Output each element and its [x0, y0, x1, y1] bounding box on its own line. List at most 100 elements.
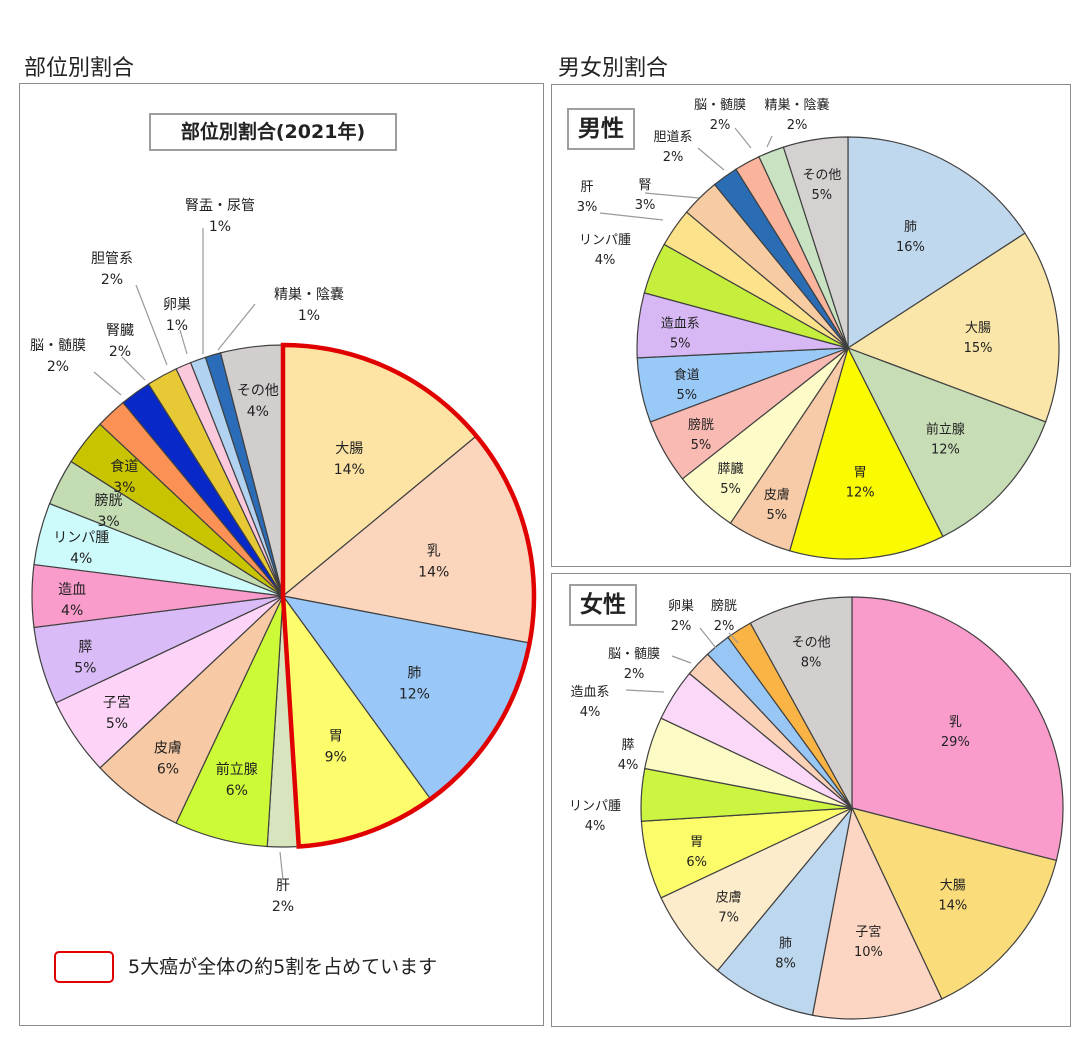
slice-percent-liver: 2% — [272, 899, 294, 915]
slice-label-colon: 大腸 — [965, 321, 991, 336]
slice-label-bladder: 膀胱 — [95, 492, 123, 509]
slice-percent-ovary: 1% — [166, 318, 188, 334]
slice-label-skin: 皮膚 — [154, 740, 182, 756]
slice-other — [782, 136, 849, 349]
slice-label-colon: 大腸 — [940, 878, 966, 893]
slice-label-bladder: 膀胱 — [688, 417, 714, 433]
slice-percent-skin: 7% — [718, 911, 739, 926]
slice-label-bile-duct: 胆管系 — [91, 251, 133, 267]
slice-label-other: その他 — [792, 636, 831, 651]
slice-label-biliary: 胆道系 — [653, 130, 692, 145]
slice-label-skin: 皮膚 — [764, 487, 790, 503]
leader-line-ovary — [179, 329, 188, 355]
slice-label-lung: 肺 — [779, 936, 792, 951]
leader-line-testis-scrotum — [217, 303, 256, 351]
slice-percent-lymphoma: 4% — [70, 551, 92, 567]
slice-percent-brain-meninges: 2% — [710, 118, 731, 133]
leader-line-testis-scrotum — [766, 135, 773, 148]
slice-percent-testis-scrotum: 1% — [298, 308, 320, 324]
slice-percent-stomach: 9% — [325, 749, 347, 765]
male-chart-title: 男性 — [567, 108, 635, 150]
slice-percent-prostate: 12% — [931, 442, 960, 457]
pie-chart-0: 大腸 14% 乳 14% 肺 12% 胃 9% 肝 2% 前立腺 6% 皮膚 6% 子宮 5% 膵 5% 造血 4% リ… — [30, 198, 537, 915]
slice-percent-bile-duct: 2% — [101, 272, 123, 288]
slice-label-pancreas: 膵 — [621, 738, 634, 753]
slice-label-uterus: 子宮 — [855, 924, 881, 940]
slice-percent-bladder: 5% — [691, 438, 712, 453]
leader-line-kidney — [644, 192, 700, 199]
slice-label-prostate: 前立腺 — [926, 421, 965, 437]
slice-label-brain-meninges: 脳・髄膜 — [694, 98, 746, 113]
slice-label-esophagus: 食道 — [674, 367, 700, 383]
slice-label-kidney: 腎 — [638, 178, 651, 193]
slice-label-other: その他 — [237, 383, 279, 399]
slice-label-stomach: 胃 — [690, 835, 703, 850]
slice-label-pancreas: 膵臓 — [717, 462, 743, 477]
left-section-title: 部位別割合 — [24, 56, 135, 81]
slice-label-renal-pelvis-ureter: 腎盂・尿管 — [185, 198, 255, 214]
slice-percent-stomach: 12% — [846, 485, 875, 500]
slice-percent-breast: 14% — [418, 564, 449, 580]
leader-line-kidney — [121, 356, 146, 381]
slice-uterus — [811, 806, 943, 1020]
slice-label-brain-meninges: 脳・髄膜 — [608, 647, 660, 662]
slice-percent-breast: 29% — [941, 735, 970, 750]
right-section-title: 男女別割合 — [558, 56, 669, 81]
slice-percent-lymphoma: 4% — [585, 819, 606, 834]
highlight-legend-swatch — [54, 951, 114, 983]
slice-colon — [850, 807, 1058, 1000]
slice-percent-biliary: 2% — [663, 150, 684, 165]
leader-line-biliary — [697, 147, 725, 171]
leader-line-liver — [599, 212, 664, 221]
slice-label-skin: 皮膚 — [716, 890, 742, 906]
slice-label-testis-scrotum: 精巣・陰嚢 — [274, 287, 344, 303]
slice-percent-esophagus: 5% — [676, 388, 697, 403]
leader-line-hematopoietic — [625, 689, 665, 693]
slice-label-bladder: 膀胱 — [711, 598, 737, 614]
slice-label-lung: 肺 — [407, 665, 421, 681]
slice-label-uterus: 子宮 — [103, 695, 131, 711]
slice-percent-ovary: 2% — [671, 619, 692, 634]
slice-percent-colon: 14% — [938, 898, 967, 913]
slice-percent-brain-meninges: 2% — [624, 667, 645, 682]
slice-label-ovary: 卵巣 — [668, 599, 694, 614]
slice-percent-hematopoietic: 4% — [61, 603, 83, 619]
slice-percent-other: 5% — [812, 188, 833, 203]
pie-chart-2: 乳 29% 大腸 14% 子宮 10% 肺 8% 皮膚 7% 胃 6% リンパ腫 4% 膵 4% 造血系 4% 脳・… — [569, 596, 1064, 1020]
slice-percent-brain-meninges: 2% — [47, 359, 69, 375]
slice-percent-kidney: 3% — [635, 198, 656, 213]
slice-percent-renal-pelvis-ureter: 1% — [209, 219, 231, 235]
slice-percent-colon: 15% — [964, 341, 993, 356]
slice-label-liver: 肝 — [580, 180, 593, 195]
slice-percent-uterus: 5% — [106, 716, 128, 732]
slice-percent-bladder: 3% — [97, 514, 119, 530]
leader-line-bile-duct — [135, 284, 168, 366]
slice-label-brain-meninges: 脳・髄膜 — [30, 338, 86, 354]
highlight-legend-text: 5大癌が全体の約5割を占めています — [128, 956, 438, 978]
slice-percent-hematopoietic: 5% — [670, 337, 691, 352]
slice-percent-other: 8% — [801, 656, 822, 671]
slice-stomach — [788, 346, 944, 560]
leader-line-bladder — [728, 632, 739, 644]
slice-percent-skin: 6% — [157, 761, 179, 777]
slice-label-colon: 大腸 — [335, 441, 363, 457]
slice-percent-pancreas: 4% — [618, 758, 639, 773]
slice-percent-skin: 5% — [766, 508, 787, 523]
slice-percent-lung: 12% — [399, 686, 430, 702]
pie-chart-1: 肺 16% 大腸 15% 前立腺 12% 胃 12% 皮膚 5% 膵臓 5% 膀胱 5% 食道 5% 造血系 5%… — [577, 97, 1060, 560]
slice-percent-pancreas: 5% — [74, 660, 96, 676]
site-chart-title: 部位別割合(2021年) — [149, 113, 397, 151]
slice-label-stomach: 胃 — [329, 728, 343, 744]
slice-percent-kidney: 2% — [109, 344, 131, 360]
slice-percent-liver: 3% — [577, 200, 598, 215]
five-major-cancers-highlight — [280, 342, 537, 849]
slice-label-lymphoma: リンパ腫 — [53, 530, 109, 546]
slice-percent-stomach: 6% — [686, 855, 707, 870]
slice-label-lymphoma: リンパ腫 — [569, 798, 621, 814]
slice-breast — [851, 596, 1064, 862]
leader-line-liver — [279, 851, 284, 881]
slice-colon — [846, 232, 1060, 423]
slice-percent-prostate: 6% — [226, 783, 248, 799]
slice-percent-lung: 16% — [896, 240, 925, 255]
